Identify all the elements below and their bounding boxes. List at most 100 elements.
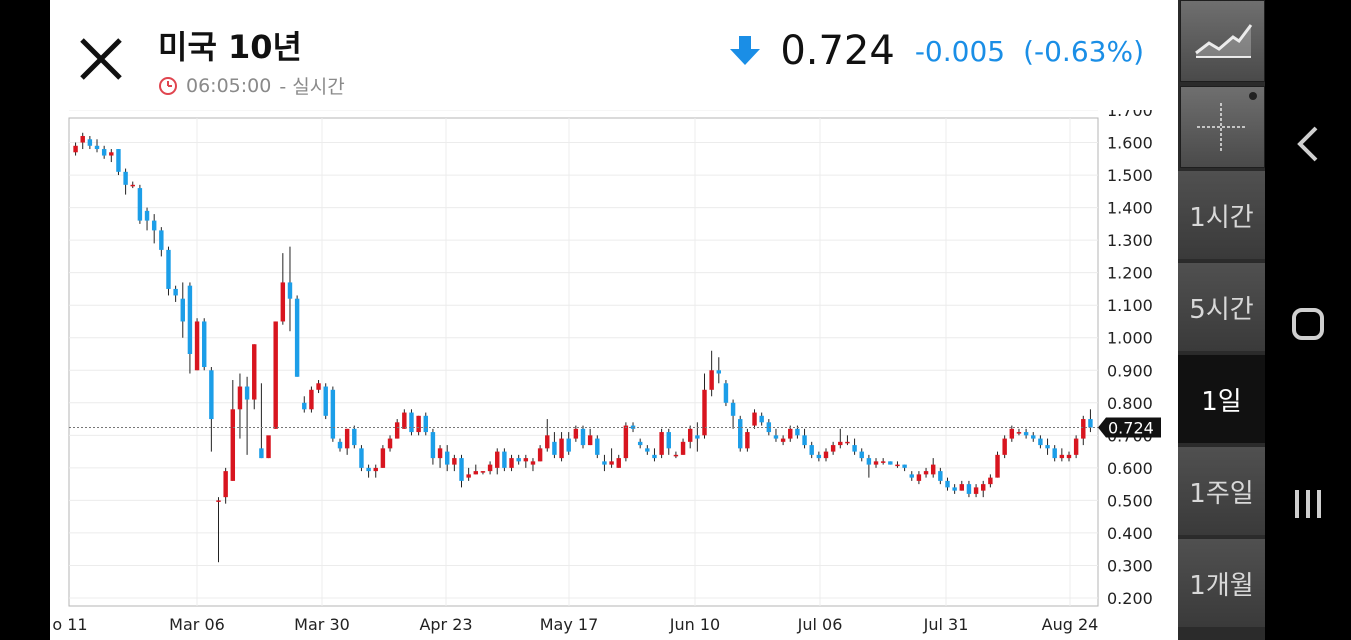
candle-body: [480, 471, 486, 473]
period-3-button[interactable]: 1주일: [1178, 446, 1265, 535]
x-tick-label: Apr 23: [419, 615, 472, 634]
candle-body: [137, 188, 143, 221]
candle-body: [780, 438, 786, 442]
candle-body: [359, 448, 364, 468]
candle-body: [687, 428, 693, 442]
period-4-button[interactable]: 1개월: [1178, 538, 1265, 627]
candle-body: [1088, 419, 1093, 428]
candle-body: [216, 500, 221, 502]
candle-body: [873, 461, 879, 465]
candle-body: [452, 458, 457, 465]
y-tick-label: 1.400: [1107, 199, 1153, 218]
candle-body: [981, 484, 986, 491]
candle-body: [502, 451, 507, 468]
clock-icon: [159, 76, 177, 95]
candlestick-chart[interactable]: 1.700 1.600 1.500 1.400 1.300 1.200 1.100 1.000…: [50, 110, 1178, 640]
candle-body: [702, 389, 707, 436]
y-tick-label: 0.200: [1107, 589, 1153, 608]
recent-apps-button[interactable]: [1265, 482, 1351, 526]
candle-body: [159, 230, 164, 250]
y-tick-label: 1.000: [1107, 329, 1153, 348]
y-tick-label: 0.600: [1107, 459, 1153, 478]
candle-body: [730, 402, 736, 416]
back-button[interactable]: [1265, 122, 1351, 166]
candle-body: [666, 432, 671, 449]
time-value: 06:05:00: [186, 74, 272, 97]
candle-body: [402, 412, 407, 429]
candle-body: [552, 441, 557, 455]
candle-body: [151, 220, 157, 231]
candle-body: [809, 445, 814, 455]
current-price-label: 0.724: [1108, 419, 1154, 438]
x-tick-label: May 17: [540, 615, 599, 634]
candle-body: [823, 451, 829, 459]
candle-body: [973, 487, 979, 494]
candle-body: [916, 474, 922, 481]
candle-body: [387, 438, 393, 449]
candle-body: [852, 445, 857, 452]
period-0-button[interactable]: 1시간: [1178, 170, 1265, 259]
candle-body: [830, 445, 836, 452]
home-button[interactable]: [1265, 302, 1351, 346]
candle-body: [859, 451, 864, 459]
candle-body: [244, 386, 250, 400]
candle-body: [609, 461, 614, 465]
candle-body: [294, 298, 300, 377]
candle-body: [1081, 419, 1086, 439]
candle-body: [323, 386, 328, 416]
candle-body: [352, 428, 357, 446]
candle-body: [373, 467, 378, 472]
candle-body: [923, 471, 929, 475]
price-change: -0.005: [914, 34, 1006, 68]
line-chart-icon: [1195, 24, 1253, 58]
candle-body: [287, 282, 293, 299]
x-tick-label: Aug 24: [1042, 615, 1099, 634]
y-tick-label: 0.400: [1107, 524, 1153, 543]
close-icon[interactable]: [78, 36, 124, 82]
candle-body: [330, 389, 336, 439]
y-tick-label: 0.800: [1107, 394, 1153, 413]
candle-body: [752, 412, 757, 426]
candle-body: [866, 458, 872, 465]
candle-body: [80, 136, 85, 143]
candle-body: [209, 370, 214, 420]
candle-body: [437, 448, 443, 459]
candle-body: [695, 435, 700, 439]
y-tick-label: 0.500: [1107, 491, 1153, 510]
current-price-marker: [1098, 417, 1161, 438]
candle-body: [523, 458, 529, 462]
candle-body: [416, 415, 421, 433]
crosshair-icon: [1197, 92, 1257, 151]
candle-body: [530, 461, 536, 465]
candle-body: [602, 461, 607, 465]
candle-body: [966, 484, 972, 494]
chart-type-button[interactable]: [1180, 0, 1265, 82]
period-2-button[interactable]: 1일: [1178, 354, 1265, 443]
candle-body: [459, 458, 464, 481]
candle-body: [773, 435, 779, 439]
side-panel: 1시간 5시간 1일 1주일 1개월: [1178, 0, 1265, 640]
candle-body: [302, 402, 307, 410]
candle-body: [680, 441, 686, 455]
candle-body: [559, 438, 564, 459]
candle-body: [394, 422, 400, 439]
candle-body: [959, 484, 964, 491]
x-tick-label: Jul 06: [797, 615, 843, 634]
candle-body: [73, 145, 78, 153]
period-1-button[interactable]: 5시간: [1178, 262, 1265, 351]
price-summary: 0.724 -0.005 (-0.63%): [728, 28, 1144, 74]
candle-body: [930, 464, 936, 475]
candle-body: [845, 441, 850, 444]
candle-body: [709, 370, 714, 390]
candle-body: [109, 152, 114, 156]
candle-body: [673, 454, 679, 457]
candle-body: [273, 321, 278, 429]
candle-body: [623, 425, 629, 459]
y-tick-label: 1.600: [1107, 134, 1153, 153]
crosshair-button[interactable]: [1180, 86, 1265, 168]
candle-body: [130, 184, 135, 187]
candle-body: [595, 438, 600, 455]
candle-body: [616, 458, 621, 468]
x-tick-label: Mar 06: [169, 615, 225, 634]
candle-body: [545, 435, 550, 449]
